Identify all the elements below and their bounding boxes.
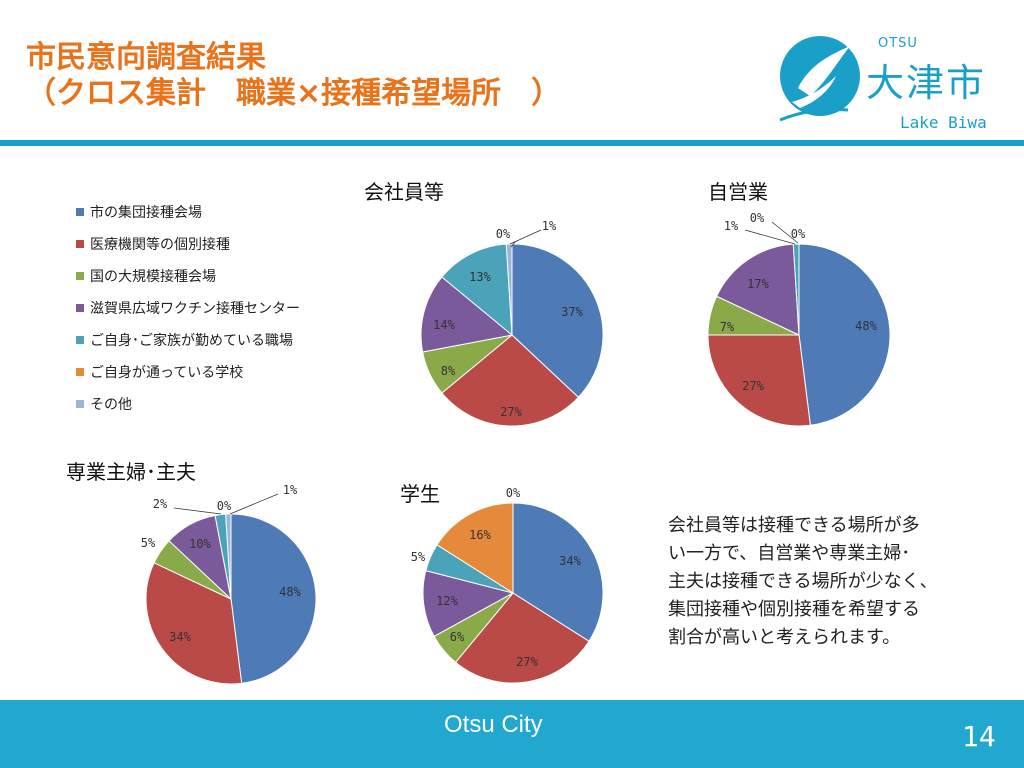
pie-data-label: 5% xyxy=(141,536,156,550)
pie-data-label: 1% xyxy=(724,219,739,233)
legend-swatch xyxy=(76,400,84,408)
pie-slice xyxy=(441,243,513,337)
legend-item: ご自身･ご家族が勤めている職場 xyxy=(76,324,300,356)
label-leader-line xyxy=(229,493,279,515)
legend-label: ご自身･ご家族が勤めている職場 xyxy=(90,333,293,349)
label-leader-line xyxy=(509,229,542,245)
note-line: 主夫は接種できる場所が少なく、 xyxy=(668,571,938,592)
legend-swatch xyxy=(76,336,84,344)
pie-data-label: 7% xyxy=(720,320,735,334)
pie-data-label: 27% xyxy=(742,379,764,393)
slide-title-line1: 市民意向調査結果 xyxy=(26,40,266,75)
pie-data-label: 5% xyxy=(411,550,426,564)
note-line: 割合が高いと考えられます。 xyxy=(668,627,901,648)
chart-title-company-employee: 会社員等 xyxy=(364,180,444,204)
chart-legend: 市の集団接種会場 医療機関等の個別接種 国の大規模接種会場 滋賀県広域ワクチン接… xyxy=(76,196,300,420)
pie-slice xyxy=(420,276,514,353)
pie-data-label: 27% xyxy=(516,655,538,669)
pie-slice xyxy=(441,334,580,427)
legend-label: 医療機関等の個別接種 xyxy=(90,237,230,253)
pie-slice xyxy=(798,243,891,426)
legend-item: 市の集団接種会場 xyxy=(76,196,300,228)
pie-data-label: 0% xyxy=(506,486,521,500)
legend-swatch xyxy=(76,304,84,312)
legend-item: 医療機関等の個別接種 xyxy=(76,228,300,260)
summary-note: 会社員等は接種できる場所が多 い一方で、自営業や専業主婦･ 主夫は接種できる場所… xyxy=(668,512,988,652)
pie-slice xyxy=(454,592,590,684)
pie-data-label: 10% xyxy=(189,537,211,551)
otsu-city-logo-icon xyxy=(779,36,860,122)
pie-data-label: 8% xyxy=(441,364,456,378)
pie-data-label: 34% xyxy=(169,630,191,644)
pie-data-label: 13% xyxy=(469,270,491,284)
legend-item: ご自身が通っている学校 xyxy=(76,356,300,388)
legend-swatch xyxy=(76,368,84,376)
pie-slice xyxy=(707,334,811,427)
legend-label: 滋賀県広域ワクチン接種センター xyxy=(90,301,300,317)
pie-data-label: 0% xyxy=(496,227,511,241)
pie-data-label: 48% xyxy=(855,319,877,333)
pie-data-label: 17% xyxy=(747,277,769,291)
legend-swatch xyxy=(76,208,84,216)
pie-data-label: 0% xyxy=(217,499,232,513)
pie-data-label: 34% xyxy=(559,554,581,568)
pie-slice xyxy=(230,513,317,684)
footer-city-name: Otsu City xyxy=(444,711,543,738)
pie-data-label: 27% xyxy=(500,405,522,419)
legend-label: その他 xyxy=(90,397,132,413)
legend-item: その他 xyxy=(76,388,300,420)
legend-label: 市の集団接種会場 xyxy=(90,205,202,221)
note-line: い一方で、自営業や専業主婦･ xyxy=(668,543,911,564)
chart-title-student: 学生 xyxy=(400,482,440,506)
pie-slice xyxy=(512,502,604,642)
label-leader-line xyxy=(771,221,799,244)
pie-data-label: 0% xyxy=(791,227,806,241)
pie-data-label: 2% xyxy=(153,497,168,511)
slide-title: 市民意向調査結果 （クロス集計 職業×接種希望場所 ） xyxy=(26,40,561,112)
pie-slice xyxy=(422,570,515,638)
label-leader-line xyxy=(510,241,516,248)
pie-data-label: 16% xyxy=(469,528,491,542)
logo-lake-biwa: Lake Biwa xyxy=(900,113,987,132)
pie-slice xyxy=(792,243,800,336)
pie-data-label: 14% xyxy=(433,318,455,332)
logo-otsu-text: OTSU xyxy=(878,36,918,51)
legend-label: ご自身が通っている学校 xyxy=(90,365,244,381)
legend-label: 国の大規模接種会場 xyxy=(90,269,216,285)
legend-item: 滋賀県広域ワクチン接種センター xyxy=(76,292,300,324)
pie-data-label: 48% xyxy=(279,585,301,599)
pie-data-label: 0% xyxy=(750,211,765,225)
slide-title-line2: （クロス集計 職業×接種希望場所 ） xyxy=(26,76,562,111)
legend-item: 国の大規模接種会場 xyxy=(76,260,300,292)
legend-swatch xyxy=(76,272,84,280)
pie-data-label: 37% xyxy=(561,305,583,319)
note-line: 会社員等は接種できる場所が多 xyxy=(668,515,920,536)
pie-data-label: 12% xyxy=(436,594,458,608)
page-number: 14 xyxy=(962,720,996,753)
chart-title-self-employed: 自営業 xyxy=(708,180,768,204)
chart-title-homemaker: 専業主婦･主夫 xyxy=(66,460,196,484)
label-leader-line xyxy=(173,507,222,515)
pie-data-label: 1% xyxy=(542,219,557,233)
note-line: 集団接種や個別接種を希望する xyxy=(668,599,920,620)
pie-data-label: 1% xyxy=(283,483,298,497)
pie-slice xyxy=(505,243,513,336)
footer-bar xyxy=(0,700,1024,768)
pie-slice xyxy=(511,243,604,399)
pie-slice xyxy=(436,502,514,594)
pie-data-label: 6% xyxy=(450,630,465,644)
logo-city-name: 大津市 xyxy=(866,61,987,105)
label-leader-line xyxy=(744,229,796,245)
pie-slice xyxy=(715,243,800,336)
header-divider xyxy=(0,140,1024,146)
legend-swatch xyxy=(76,240,84,248)
